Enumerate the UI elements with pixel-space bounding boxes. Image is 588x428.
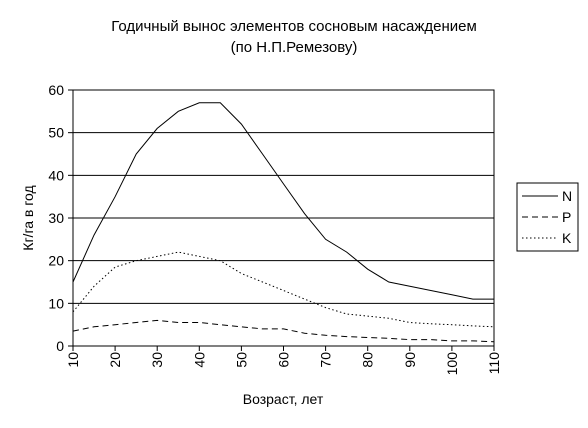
series-lines [72,102,495,343]
x-tick-label: 20 [107,352,123,368]
chart-title: Годичный вынос элементов сосновым насажд… [111,18,477,35]
chart-subtitle: (по Н.П.Ремезову) [231,39,358,56]
legend-label-p: P [562,209,571,225]
y-tick-label: 30 [48,210,64,226]
y-tick-label: 10 [48,295,64,311]
x-tick-label: 90 [402,352,418,368]
series-line-p [72,319,495,343]
x-axis-label: Возраст, лет [243,391,324,407]
x-tick-label: 80 [360,352,376,368]
y-tick-label: 20 [48,253,64,269]
legend: NPK [516,182,579,252]
x-tick-label: 60 [276,352,292,368]
y-tick-label: 60 [48,82,64,98]
y-tick-label: 40 [48,167,64,183]
x-tick-label: 70 [318,352,334,368]
y-axis-ticks: 0 10 20 30 40 50 60 [48,82,73,354]
gridlines [73,132,494,304]
x-tick-label: 10 [65,352,81,368]
y-axis-label: Кг/га в год [20,185,36,250]
x-axis-ticks: 10 20 30 40 50 60 70 80 90 100 110 [65,346,502,375]
y-tick-label: 0 [56,338,64,354]
x-tick-label: 40 [191,352,207,368]
series-line-n [72,102,494,300]
x-tick-label: 50 [233,352,249,368]
x-tick-label: 30 [149,352,165,368]
x-tick-label: 100 [444,352,460,376]
x-tick-label: 110 [486,352,502,375]
y-tick-label: 50 [48,125,64,141]
legend-label-k: K [562,230,572,246]
series-line-k [72,251,495,328]
legend-label-n: N [562,188,572,204]
